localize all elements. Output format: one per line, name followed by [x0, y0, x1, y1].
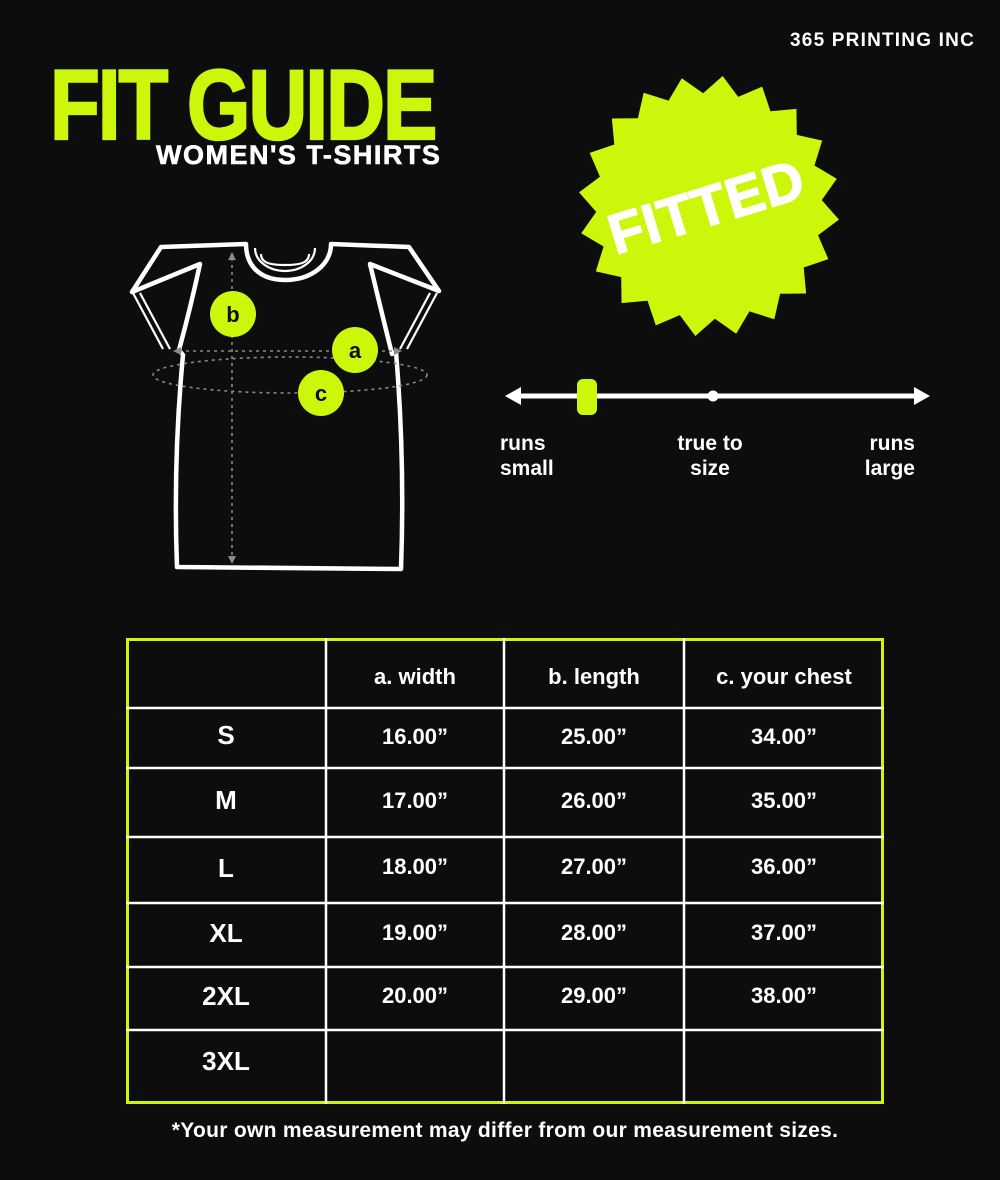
svg-text:a: a: [349, 338, 362, 363]
svg-text:c: c: [315, 381, 327, 406]
svg-text:b: b: [226, 302, 239, 327]
